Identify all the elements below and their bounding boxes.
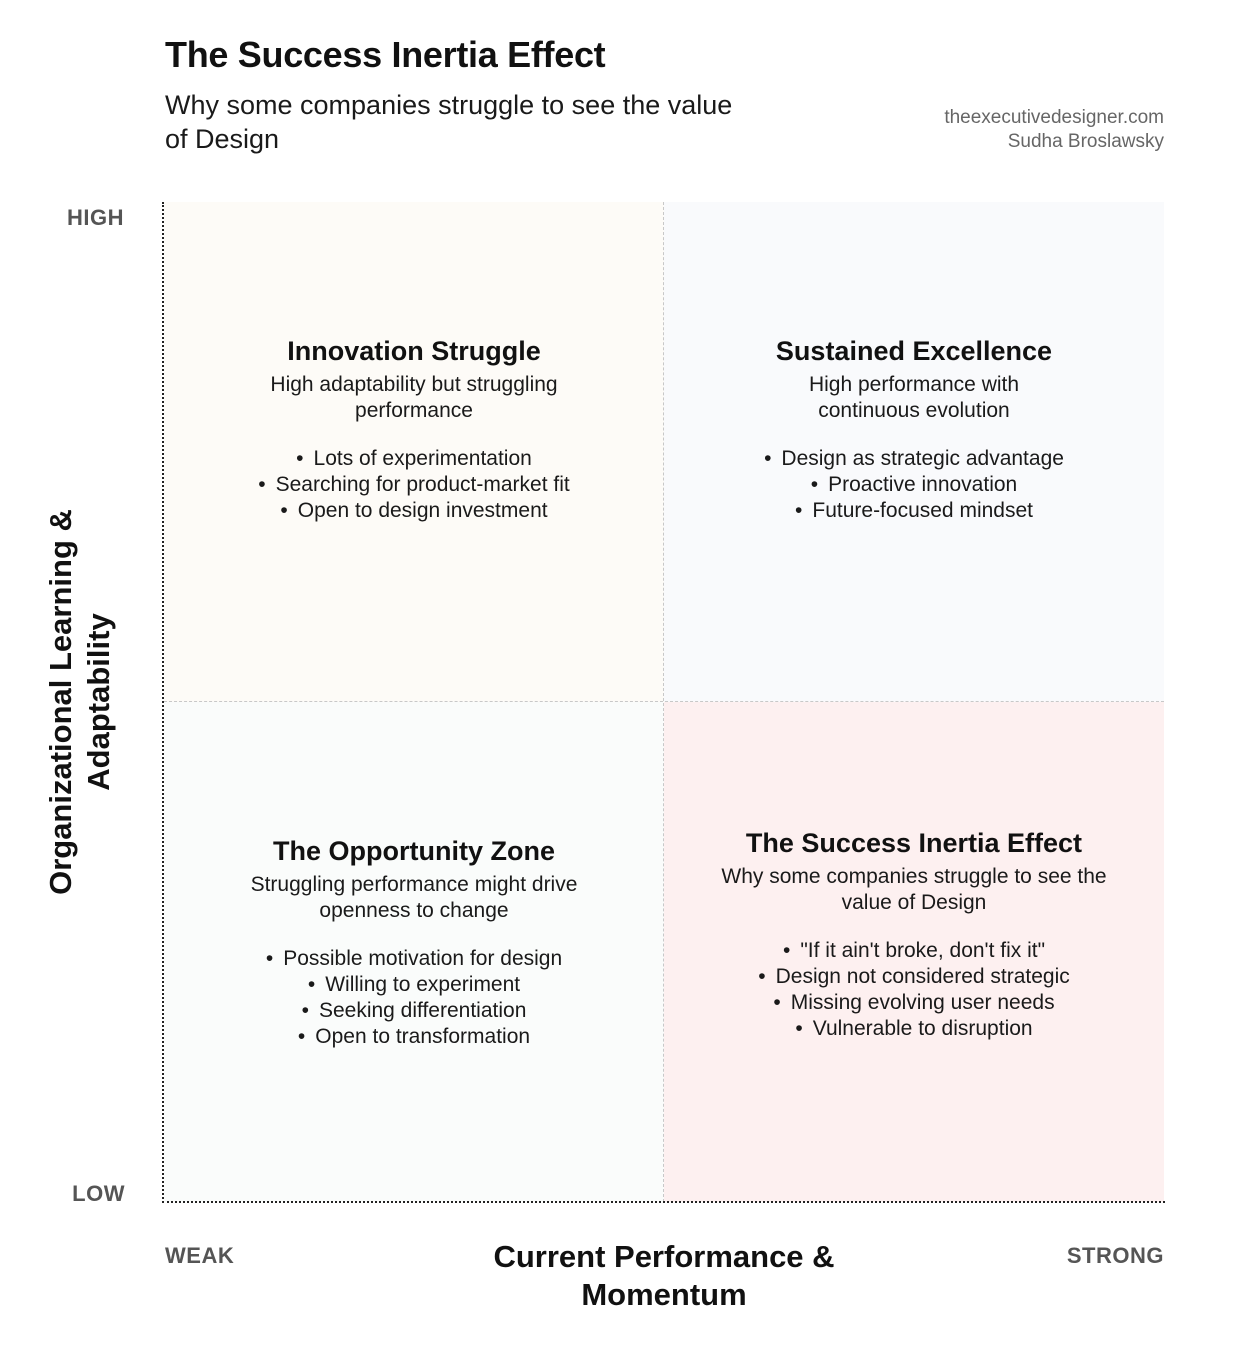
bullet-item: Proactive innovation <box>664 472 1164 498</box>
bullet-item: "If it ain't broke, don't fix it" <box>664 938 1164 964</box>
y-axis-low-label: LOW <box>72 1181 125 1206</box>
y-axis-title: Organizational Learning & Adaptability <box>42 452 118 952</box>
quadrant-description: High adaptability but struggling perform… <box>270 373 558 422</box>
quadrant-success-inertia: The Success Inertia Effect Why some comp… <box>664 702 1164 1202</box>
quadrant-title: The Opportunity Zone <box>273 836 555 866</box>
quadrant-opportunity-zone: The Opportunity Zone Struggling performa… <box>164 702 664 1202</box>
bullet-item: Lots of experimentation <box>164 446 664 472</box>
credit-site: theexecutivedesigner.com <box>944 107 1164 128</box>
x-axis-low-label: WEAK <box>165 1243 235 1268</box>
credit-block: theexecutivedesigner.com Sudha Broslawsk… <box>944 106 1164 154</box>
quadrant-bullets: Design as strategic advantage Proactive … <box>664 446 1164 524</box>
y-axis-title-text: Organizational Learning & Adaptability <box>43 509 116 895</box>
quadrant-bullets: Possible motivation for design Willing t… <box>164 946 664 1050</box>
quadrant-bullets: "If it ain't broke, don't fix it" Design… <box>664 938 1164 1042</box>
quadrant-title: Innovation Struggle <box>287 336 541 366</box>
quadrant-content: The Success Inertia Effect Why some comp… <box>664 826 1164 1042</box>
bullet-item: Searching for product-market fit <box>164 472 664 498</box>
bullet-item: Future-focused mindset <box>664 498 1164 524</box>
quadrant-content: The Opportunity Zone Struggling performa… <box>164 834 664 1050</box>
quadrant-innovation-struggle: Innovation Struggle High adaptability bu… <box>164 202 664 702</box>
bullet-item: Design as strategic advantage <box>664 446 1164 472</box>
credit-author: Sudha Broslawsky <box>1007 131 1164 152</box>
bullet-item: Design not considered strategic <box>664 964 1164 990</box>
quadrant-description: Why some companies struggle to see the v… <box>721 865 1107 914</box>
quadrant-description: High performance with continuous evoluti… <box>808 373 1020 422</box>
bullet-item: Open to transformation <box>164 1024 664 1050</box>
page-subtitle: Why some companies struggle to see the v… <box>165 90 733 154</box>
vertical-divider <box>663 202 664 1202</box>
quadrant-content: Sustained Excellence High performance wi… <box>664 334 1164 524</box>
x-axis-line <box>162 1201 1165 1203</box>
x-axis-title: Current Performance & Momentum <box>414 1238 914 1314</box>
page-title: The Success Inertia Effect <box>165 34 606 75</box>
y-axis-high-label: HIGH <box>67 205 124 230</box>
bullet-item: Willing to experiment <box>164 972 664 998</box>
bullet-item: Seeking differentiation <box>164 998 664 1024</box>
x-axis-high-label: STRONG <box>1066 1243 1164 1268</box>
horizontal-divider <box>164 701 1164 702</box>
bullet-item: Possible motivation for design <box>164 946 664 972</box>
quadrant-sustained-excellence: Sustained Excellence High performance wi… <box>664 202 1164 702</box>
x-axis-title-text: Current Performance & Momentum <box>493 1239 835 1312</box>
quadrant-content: Innovation Struggle High adaptability bu… <box>164 334 664 524</box>
bullet-item: Open to design investment <box>164 498 664 524</box>
quadrant-bullets: Lots of experimentation Searching for pr… <box>164 446 664 524</box>
quadrant-title: The Success Inertia Effect <box>745 828 1083 858</box>
bullet-item: Vulnerable to disruption <box>664 1016 1164 1042</box>
y-axis-line <box>162 202 164 1203</box>
bullet-item: Missing evolving user needs <box>664 990 1164 1016</box>
quadrant-title: Sustained Excellence <box>775 336 1053 366</box>
quadrant-description: Struggling performance might drive openn… <box>250 873 578 922</box>
